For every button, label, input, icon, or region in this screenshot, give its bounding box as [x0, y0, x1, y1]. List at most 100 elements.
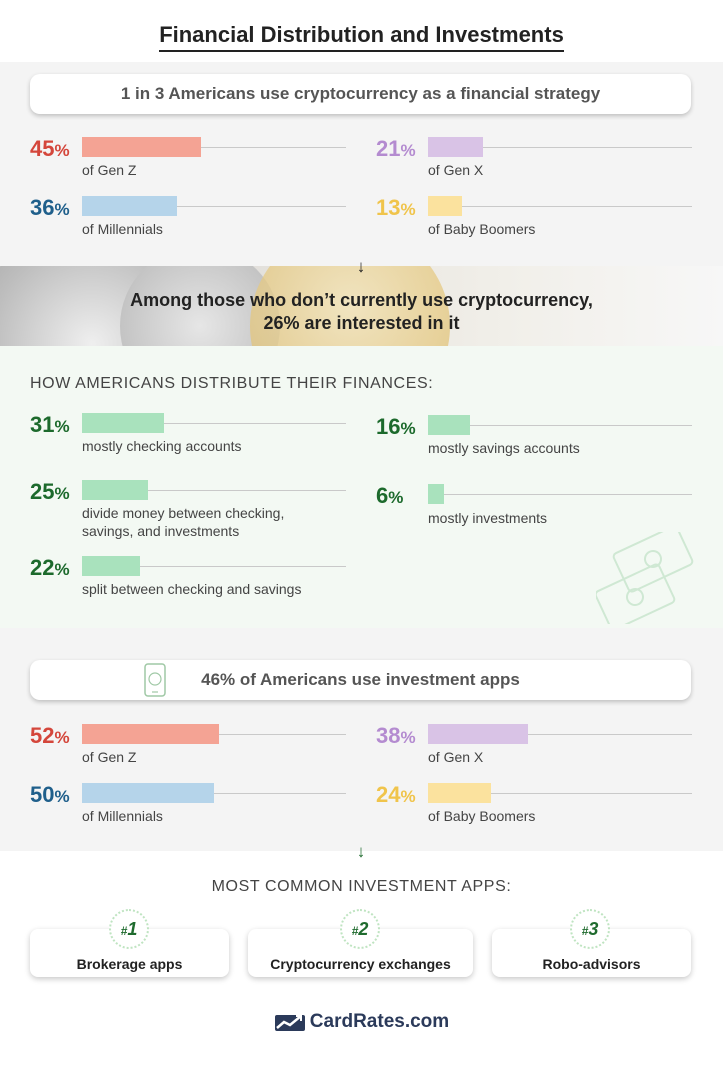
- money-bills-icon: [596, 532, 694, 624]
- percent-sign: %: [54, 417, 70, 436]
- stat-bar: [428, 484, 444, 504]
- dist-stat-divide: 25% divide money between checking, savin…: [30, 479, 350, 543]
- stat-label: of Gen X: [428, 162, 484, 178]
- rank-number: 3: [588, 919, 599, 939]
- track-line: [82, 490, 346, 491]
- hash-sign: #: [120, 924, 128, 938]
- dist-stat-investments: 6% mostly investments: [376, 483, 696, 529]
- app-card-label: Robo-advisors: [542, 956, 641, 972]
- stat-label: of Gen X: [428, 749, 484, 765]
- stat-bar: [428, 783, 491, 803]
- brand-footer: CardRates.com: [0, 1011, 723, 1033]
- stat-label: of Millennials: [82, 221, 163, 237]
- percent-sign: %: [400, 728, 416, 747]
- brand-name: CardRates.com: [309, 1011, 450, 1033]
- stat-percent: 21%: [376, 136, 416, 164]
- track-line: [82, 423, 346, 424]
- page-title-wrap: Financial Distribution and Investments: [0, 22, 723, 52]
- stat-value: 45: [30, 136, 55, 161]
- stat-bar: [82, 137, 201, 157]
- stat-bar: [82, 724, 219, 744]
- stat-percent: 6%: [376, 483, 403, 511]
- track-line: [82, 793, 346, 794]
- stat-label: mostly savings accounts: [428, 440, 580, 456]
- stat-percent: 45%: [30, 136, 70, 164]
- crypto-stat-gen-x: 21% of Gen X: [376, 136, 696, 188]
- stat-bar: [82, 480, 148, 500]
- page-title: Financial Distribution and Investments: [159, 22, 564, 52]
- stat-value: 25: [30, 479, 55, 504]
- stat-label: of Baby Boomers: [428, 808, 536, 824]
- track-line: [428, 425, 692, 426]
- down-arrow-icon: ↓: [356, 842, 366, 861]
- rank-badge: #2: [340, 909, 380, 949]
- stat-value: 6: [376, 483, 389, 508]
- percent-sign: %: [54, 560, 70, 579]
- rank-number: 2: [358, 919, 369, 939]
- gold-coin-image: [250, 266, 450, 346]
- stat-percent: 22%: [30, 555, 70, 583]
- percent-sign: %: [54, 200, 70, 219]
- hash-sign: #: [581, 924, 589, 938]
- stat-value: 50: [30, 782, 55, 807]
- stat-value: 16: [376, 414, 401, 439]
- stat-value: 21: [376, 136, 401, 161]
- apps-stat-gen-z: 52% of Gen Z: [30, 723, 350, 775]
- stat-label: of Gen Z: [82, 162, 137, 178]
- percent-sign: %: [400, 200, 416, 219]
- interest-band: [0, 266, 723, 346]
- crypto-stat-millennials: 36% of Millennials: [30, 195, 350, 247]
- rank-number: 1: [127, 919, 138, 939]
- stat-percent: 25%: [30, 479, 70, 507]
- stat-label: of Gen Z: [82, 749, 137, 765]
- interest-line-2: 26% are interested in it: [263, 313, 460, 333]
- apps-headline: 46% of Americans use investment apps: [30, 660, 691, 700]
- crypto-stat-baby-boomers: 13% of Baby Boomers: [376, 195, 696, 247]
- stat-label: of Millennials: [82, 808, 163, 824]
- stat-value: 22: [30, 555, 55, 580]
- track-line: [82, 566, 346, 567]
- rank-badge: #3: [570, 909, 610, 949]
- interest-line-1: Among those who don’t currently use cryp…: [130, 290, 593, 310]
- smartphone-icon: [144, 663, 166, 697]
- track-line: [428, 147, 692, 148]
- stat-value: 52: [30, 723, 55, 748]
- stat-value: 24: [376, 782, 401, 807]
- dist-stat-split: 22% split between checking and savings: [30, 555, 350, 601]
- stat-percent: 52%: [30, 723, 70, 751]
- apps-stat-millennials: 50% of Millennials: [30, 782, 350, 834]
- percent-sign: %: [54, 787, 70, 806]
- stat-bar: [82, 556, 140, 576]
- distribution-heading: HOW AMERICANS DISTRIBUTE THEIR FINANCES:: [30, 375, 434, 392]
- track-line: [428, 494, 692, 495]
- stat-bar: [428, 724, 528, 744]
- apps-stat-gen-x: 38% of Gen X: [376, 723, 696, 775]
- stat-bar: [428, 415, 470, 435]
- stat-percent: 36%: [30, 195, 70, 223]
- percent-sign: %: [400, 787, 416, 806]
- cardrates-logo-icon: [274, 1015, 305, 1031]
- dist-stat-savings: 16% mostly savings accounts: [376, 414, 696, 460]
- common-apps-heading: MOST COMMON INVESTMENT APPS:: [211, 878, 512, 895]
- percent-sign: %: [54, 728, 70, 747]
- stat-percent: 16%: [376, 414, 416, 442]
- crypto-headline: 1 in 3 Americans use cryptocurrency as a…: [30, 74, 691, 114]
- percent-sign: %: [54, 484, 70, 503]
- app-card-label: Cryptocurrency exchanges: [270, 956, 451, 972]
- stat-percent: 50%: [30, 782, 70, 810]
- stat-label-line-1: divide money between checking,: [82, 505, 285, 521]
- app-card-label: Brokerage apps: [76, 956, 183, 972]
- apps-stat-baby-boomers: 24% of Baby Boomers: [376, 782, 696, 834]
- percent-sign: %: [400, 141, 416, 160]
- stat-percent: 38%: [376, 723, 416, 751]
- stat-bar: [428, 137, 483, 157]
- hash-sign: #: [351, 924, 359, 938]
- stat-percent: 31%: [30, 412, 70, 440]
- track-line: [428, 793, 692, 794]
- percent-sign: %: [400, 419, 416, 438]
- stat-value: 31: [30, 412, 55, 437]
- stat-bar: [428, 196, 462, 216]
- percent-sign: %: [388, 488, 404, 507]
- down-arrow-icon: ↓: [356, 257, 366, 276]
